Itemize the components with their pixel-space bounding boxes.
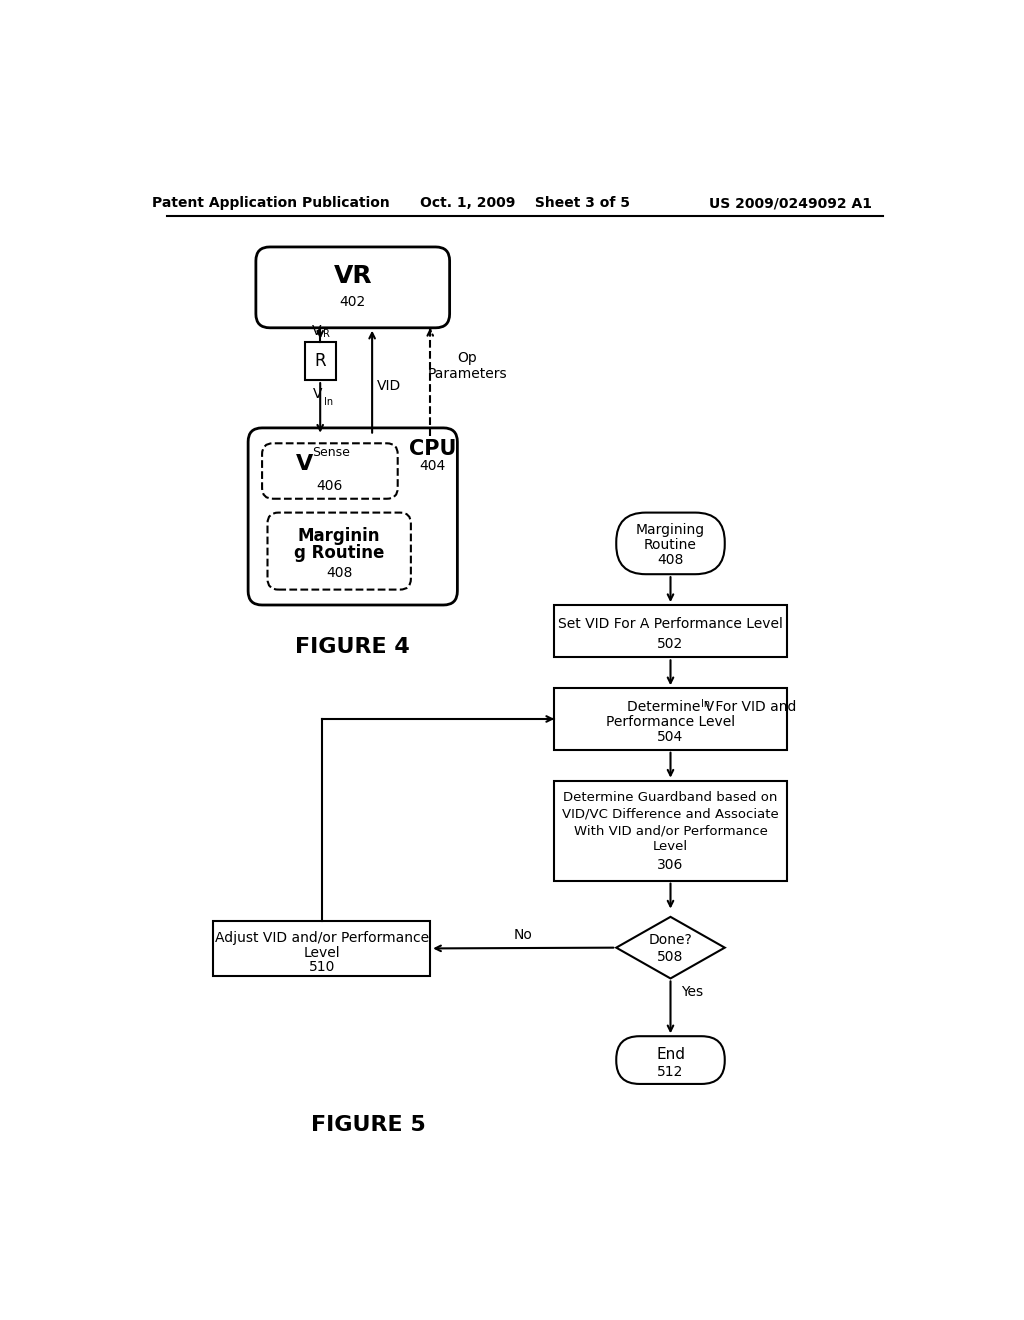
Text: 508: 508	[657, 950, 684, 964]
Text: 408: 408	[326, 566, 352, 579]
FancyBboxPatch shape	[267, 512, 411, 590]
Text: FIGURE 4: FIGURE 4	[295, 638, 411, 657]
Text: 402: 402	[340, 296, 366, 309]
Text: Margining: Margining	[636, 523, 706, 536]
Text: V: V	[313, 387, 323, 401]
FancyBboxPatch shape	[256, 247, 450, 327]
Bar	[554, 780, 786, 880]
Bar	[554, 688, 786, 750]
Text: In: In	[701, 698, 711, 709]
Text: Performance Level: Performance Level	[606, 715, 735, 729]
Text: VR: VR	[334, 264, 372, 288]
Text: 502: 502	[657, 636, 684, 651]
Bar	[554, 605, 786, 657]
Text: CPU: CPU	[409, 440, 457, 459]
Text: Done?: Done?	[648, 933, 692, 946]
Text: VID: VID	[377, 379, 401, 392]
Text: Marginin: Marginin	[298, 527, 381, 545]
Text: Patent Application Publication: Patent Application Publication	[153, 197, 390, 210]
Text: V: V	[312, 323, 322, 338]
Bar	[305, 342, 336, 380]
FancyBboxPatch shape	[616, 512, 725, 574]
Text: Sense: Sense	[312, 446, 350, 459]
Text: g Routine: g Routine	[294, 544, 384, 561]
Text: V: V	[296, 454, 313, 474]
Text: 406: 406	[316, 479, 343, 492]
Text: 504: 504	[657, 730, 684, 744]
Text: R: R	[324, 329, 330, 338]
Text: No: No	[514, 928, 532, 942]
Text: End: End	[656, 1047, 685, 1063]
Text: Set VID For A Performance Level: Set VID For A Performance Level	[558, 618, 783, 631]
Text: With VID and/or Performance: With VID and/or Performance	[573, 825, 767, 838]
Text: For VID and: For VID and	[711, 700, 797, 714]
Text: Oct. 1, 2009    Sheet 3 of 5: Oct. 1, 2009 Sheet 3 of 5	[420, 197, 630, 210]
FancyBboxPatch shape	[262, 444, 397, 499]
Text: Yes: Yes	[681, 985, 703, 999]
Text: 408: 408	[657, 553, 684, 568]
Text: 510: 510	[308, 960, 335, 974]
FancyBboxPatch shape	[248, 428, 458, 605]
Text: Adjust VID and/or Performance: Adjust VID and/or Performance	[215, 931, 429, 945]
Text: Level: Level	[303, 946, 340, 960]
Text: Routine: Routine	[644, 539, 697, 552]
Text: In: In	[324, 397, 333, 407]
Text: 306: 306	[657, 858, 684, 873]
Text: FIGURE 5: FIGURE 5	[311, 1115, 426, 1135]
Text: Determine V: Determine V	[627, 700, 714, 714]
Text: Determine Guardband based on: Determine Guardband based on	[563, 791, 777, 804]
Text: 512: 512	[657, 1065, 684, 1078]
Polygon shape	[616, 917, 725, 978]
Text: Level: Level	[653, 841, 688, 853]
Text: US 2009/0249092 A1: US 2009/0249092 A1	[710, 197, 872, 210]
Bar	[213, 921, 430, 977]
Text: VID/VC Difference and Associate: VID/VC Difference and Associate	[562, 808, 779, 821]
FancyBboxPatch shape	[616, 1036, 725, 1084]
Text: R: R	[314, 352, 326, 370]
Text: Op
Parameters: Op Parameters	[428, 351, 507, 381]
Text: 404: 404	[420, 459, 445, 474]
